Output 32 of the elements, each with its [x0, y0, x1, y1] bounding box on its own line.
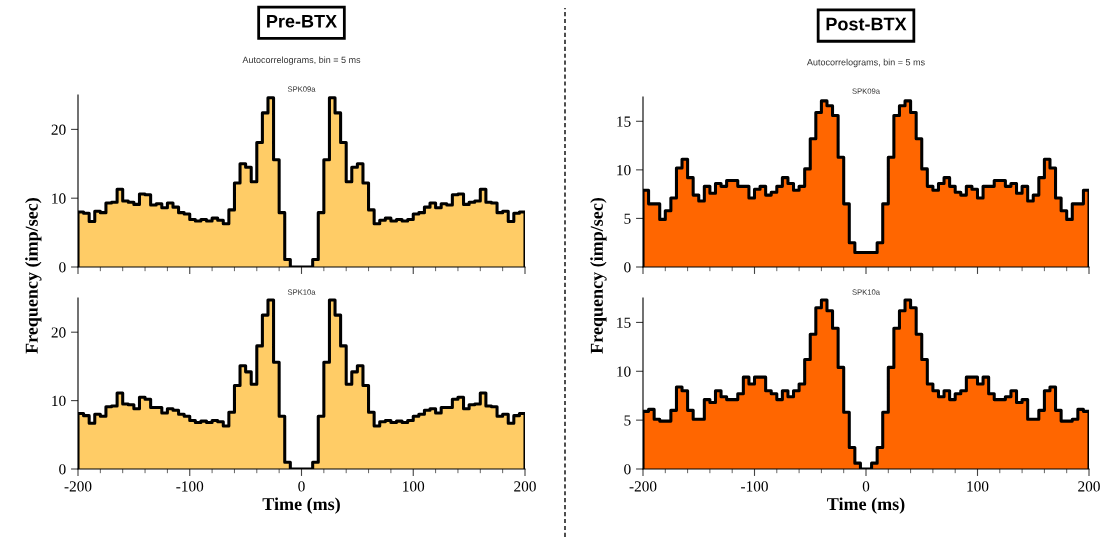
x-tick-label: -200: [629, 481, 657, 492]
x-axis-title: Time (ms): [262, 497, 340, 514]
y-tick-label: 0: [59, 464, 66, 475]
text: Pre-BTX: [267, 15, 337, 28]
x-axis-title: Time (ms): [827, 497, 905, 514]
y-tick-label: 10: [52, 193, 66, 204]
y-tick-label: 5: [624, 213, 631, 224]
y-tick-label: 10: [52, 395, 66, 407]
y-tick-label: 0: [624, 262, 631, 273]
text: Post-BTX: [826, 17, 907, 31]
y-tick-label: 15: [617, 116, 631, 127]
y-tick-label: 10: [617, 366, 631, 377]
y-tick-label: 15: [617, 317, 631, 328]
y-tick-label: 10: [617, 165, 631, 176]
x-tick-label: 100: [403, 481, 425, 492]
x-tick-label: 200: [514, 481, 536, 492]
y-tick-label: 0: [624, 464, 631, 475]
y-tick-label: 20: [51, 327, 66, 338]
y-axis-title: Frequency (imp/sec): [590, 197, 607, 354]
y-tick-label: 5: [624, 415, 631, 426]
y-tick-label: 20: [51, 124, 66, 135]
x-tick-label: -100: [176, 481, 204, 492]
x-tick-label: 0: [298, 481, 305, 492]
y-axis-title: Frequency (imp/sec): [25, 198, 42, 354]
text: Autocorrelograms, bin = 5 ms: [242, 56, 361, 65]
x-tick-label: -100: [741, 481, 768, 492]
x-tick-label: 200: [1078, 481, 1100, 492]
x-tick-label: 0: [862, 481, 870, 492]
text: Autocorrelograms, bin = 5 ms: [806, 58, 925, 68]
x-tick-label: 100: [967, 481, 989, 492]
y-tick-label: 0: [59, 262, 66, 273]
x-tick-label: -200: [64, 481, 92, 492]
